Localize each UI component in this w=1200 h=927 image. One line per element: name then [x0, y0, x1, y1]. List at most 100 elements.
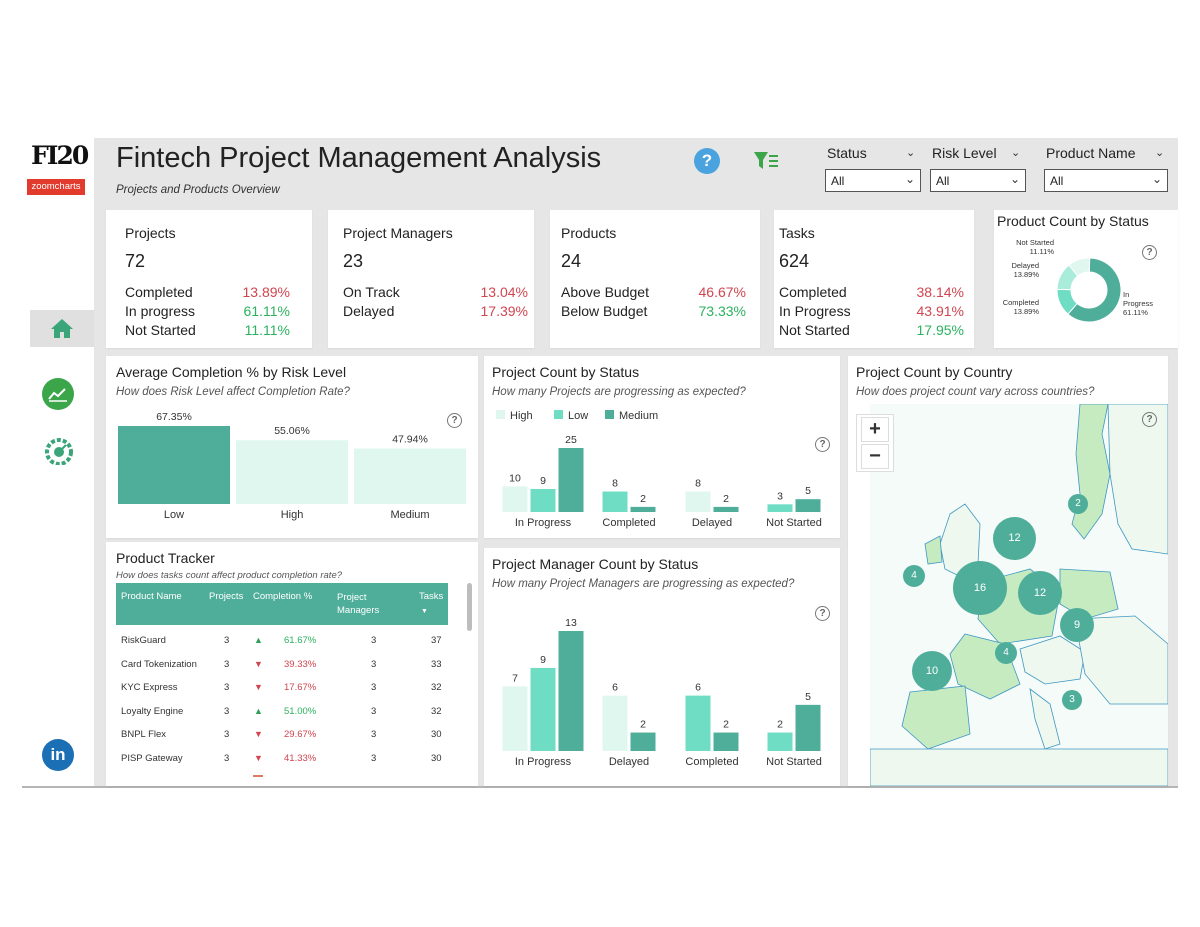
product-name-cell: PISP Gateway — [121, 752, 183, 764]
data-label: 67.35% — [156, 411, 192, 423]
select-value: All — [936, 174, 950, 188]
kpi-row: Completed 38.14% — [779, 284, 964, 303]
projects-cell: 3 — [224, 705, 230, 717]
managers-cell: 3 — [371, 635, 377, 646]
map-bubble[interactable]: 16 — [953, 561, 1007, 615]
kpi-row-pct: 13.04% — [480, 284, 528, 300]
bar — [767, 732, 793, 751]
col-product-name[interactable]: Product Name — [121, 591, 182, 602]
avg-completion-panel: Average Completion % by Risk Level How d… — [106, 356, 478, 538]
filter-icon[interactable] — [753, 151, 779, 171]
legend-label: Medium — [619, 410, 658, 422]
kpi-row-pct: 43.91% — [916, 303, 964, 319]
table-row[interactable]: Card Tokenization 3 ▼ 39.33% 3 33 — [116, 659, 448, 679]
zoom-in-button[interactable]: + — [861, 417, 889, 442]
help-icon[interactable]: ? — [815, 437, 830, 452]
tasks-cell: 30 — [431, 752, 442, 764]
data-label: 25 — [565, 434, 577, 446]
chevron-down-icon: ⌄ — [1009, 172, 1020, 186]
help-icon[interactable]: ? — [1142, 412, 1157, 427]
chevron-down-icon[interactable]: ⌄ — [1155, 147, 1165, 159]
trend-chart-icon — [48, 388, 67, 402]
col-projects[interactable]: Projects — [209, 591, 244, 602]
map-bubble[interactable]: 12 — [993, 517, 1036, 560]
select-value: All — [1050, 174, 1064, 188]
bar — [530, 667, 556, 751]
product-name-cell: BNPL Flex — [121, 729, 167, 740]
category-label: In Progress — [515, 517, 572, 529]
col-completion[interactable]: Completion % — [253, 591, 313, 602]
project-status-panel: Project Count by Status How many Project… — [484, 356, 840, 538]
trend-down-icon: ▼ — [254, 658, 263, 669]
table-row[interactable]: RiskGuard 3 ▲ 61.67% 3 37 — [116, 635, 448, 655]
table-row[interactable]: BNPL Flex 3 ▼ 29.67% 3 30 — [116, 729, 448, 749]
map-bubble[interactable]: 9 — [1060, 608, 1094, 642]
table-row[interactable]: Loyalty Engine 3 ▲ 51.00% 3 32 — [116, 706, 448, 726]
donut-label: In — [1123, 290, 1129, 299]
table-scrollbar[interactable] — [467, 583, 472, 631]
nav-performance[interactable] — [44, 437, 74, 466]
risk-level-select[interactable]: All ⌄ — [930, 169, 1026, 192]
col-tasks[interactable]: Tasks — [419, 591, 444, 602]
help-icon[interactable]: ? — [694, 148, 720, 174]
category-label: Completed — [685, 756, 738, 768]
dashboard: FI20 zoomcharts in Fintech Project Manag… — [22, 138, 1178, 788]
trend-up-icon: ▲ — [254, 635, 263, 645]
completion-cell: 61.67% — [284, 635, 317, 646]
map-bubble[interactable]: 3 — [1062, 690, 1082, 710]
help-icon[interactable]: ? — [815, 606, 830, 621]
product-tracker-panel: Product Tracker How does tasks count aff… — [106, 542, 478, 786]
bar — [118, 426, 230, 504]
kpi-row: Not Started 11.11% — [125, 322, 290, 341]
map-bubble[interactable]: 4 — [903, 565, 925, 587]
status-select[interactable]: All ⌄ — [825, 169, 921, 192]
panel-title: Product Tracker — [116, 550, 215, 566]
product-name-select[interactable]: All ⌄ — [1044, 169, 1168, 192]
category-label: Not Started — [766, 517, 822, 529]
chevron-down-icon[interactable]: ⌄ — [906, 147, 916, 159]
panel-subtitle: How does project count vary across count… — [856, 386, 1095, 398]
legend-label: High — [510, 410, 533, 422]
kpi-card-project-managers: Project Managers 23 On Track 13.04% Delay… — [328, 210, 534, 348]
map-bubble[interactable]: 4 — [995, 642, 1017, 664]
table-row[interactable]: PISP Gateway 3 ▼ 41.33% 3 30 — [116, 753, 448, 773]
data-label: 2 — [640, 719, 646, 731]
linkedin-icon[interactable]: in — [42, 739, 74, 771]
zoomcharts-logo: zoomcharts — [27, 179, 85, 195]
category-label: Delayed — [609, 756, 649, 768]
nav-trends[interactable] — [42, 378, 74, 410]
legend-label: Low — [568, 410, 588, 422]
zoom-out-button[interactable]: − — [861, 444, 889, 469]
sort-desc-icon[interactable]: ▼ — [421, 608, 428, 615]
completion-cell: 39.33% — [284, 658, 317, 670]
data-label: 9 — [540, 475, 546, 487]
data-label: 2 — [723, 493, 729, 505]
bar — [713, 506, 739, 512]
projects-cell: 3 — [224, 658, 230, 670]
help-icon[interactable]: ? — [1142, 245, 1157, 260]
data-label: 6 — [695, 682, 701, 694]
table-row[interactable]: KYC Express 3 ▼ 17.67% 3 32 — [116, 682, 448, 702]
fi20-logo: FI20 — [31, 141, 89, 170]
trend-down-icon: ▼ — [254, 729, 263, 739]
trend-down-icon: ▼ — [254, 752, 263, 763]
map-bubble[interactable]: 12 — [1018, 571, 1062, 615]
donut-pct: 13.89% — [1014, 307, 1040, 316]
pm-status-chart: 7 9 13 In Progress 6 2 Delayed 6 2 Completed 2 5 Not… — [502, 617, 822, 768]
kpi-card-tasks: Tasks 624 Completed 38.14% In Progress 43.… — [774, 210, 974, 348]
donut-title: Product Count by Status — [997, 213, 1149, 229]
nav-home[interactable] — [30, 310, 94, 347]
map-bubble[interactable]: 10 — [912, 651, 952, 691]
kpi-row: In progress 61.11% — [125, 303, 290, 322]
donut-chart: Not Started11.11%Delayed13.89%Completed1… — [1003, 238, 1153, 323]
bar — [795, 704, 821, 751]
map-bubble[interactable]: 2 — [1068, 494, 1088, 514]
panel-subtitle: How many Project Managers are progressin… — [492, 578, 795, 590]
data-label: 5 — [805, 691, 811, 703]
category-label: Completed — [602, 517, 655, 529]
col-project-managers[interactable]: Project Managers — [337, 592, 380, 616]
chevron-down-icon[interactable]: ⌄ — [1011, 147, 1021, 159]
help-icon[interactable]: ? — [447, 413, 462, 428]
bar — [558, 448, 584, 512]
sidebar: FI20 zoomcharts in — [22, 138, 94, 786]
